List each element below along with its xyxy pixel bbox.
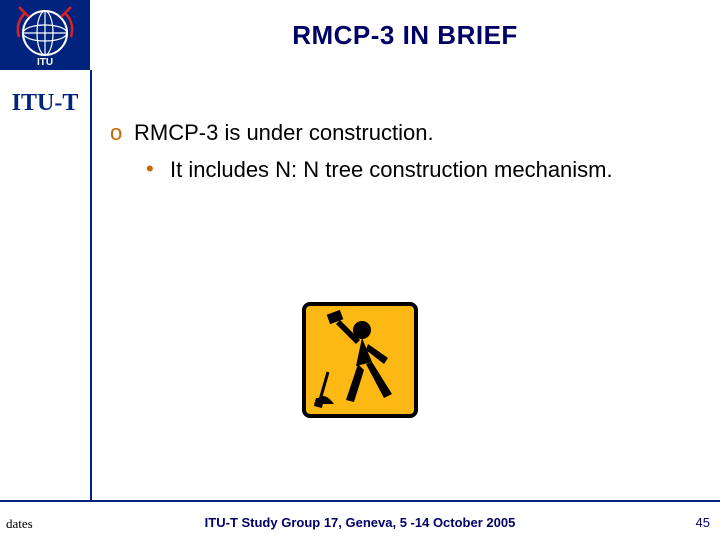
sidebar-label: ITU-T xyxy=(0,90,90,117)
header: ITU RMCP-3 IN BRIEF xyxy=(0,0,720,70)
bullet2-marker: • xyxy=(146,156,160,185)
bullet1-text: RMCP-3 is under construction. xyxy=(134,120,434,146)
itu-logo: ITU xyxy=(0,0,90,70)
page-number: 45 xyxy=(696,515,710,530)
construction-icon xyxy=(300,300,420,420)
content: o RMCP-3 is under construction. • It inc… xyxy=(110,120,690,185)
globe-icon: ITU xyxy=(5,3,85,67)
vertical-divider xyxy=(90,70,92,500)
horizontal-divider xyxy=(0,500,720,502)
bullet-level1: o RMCP-3 is under construction. xyxy=(110,120,690,146)
bullet-level2: • It includes N: N tree construction mec… xyxy=(146,156,690,185)
svg-text:ITU: ITU xyxy=(37,57,53,67)
footer-center: ITU-T Study Group 17, Geneva, 5 -14 Octo… xyxy=(0,515,720,530)
bullet1-marker: o xyxy=(110,120,124,146)
bullet2-text: It includes N: N tree construction mecha… xyxy=(170,156,613,185)
title-box: RMCP-3 IN BRIEF xyxy=(90,0,720,70)
slide-title: RMCP-3 IN BRIEF xyxy=(292,20,518,51)
slide: ITU RMCP-3 IN BRIEF ITU-T o RMCP-3 is un… xyxy=(0,0,720,540)
